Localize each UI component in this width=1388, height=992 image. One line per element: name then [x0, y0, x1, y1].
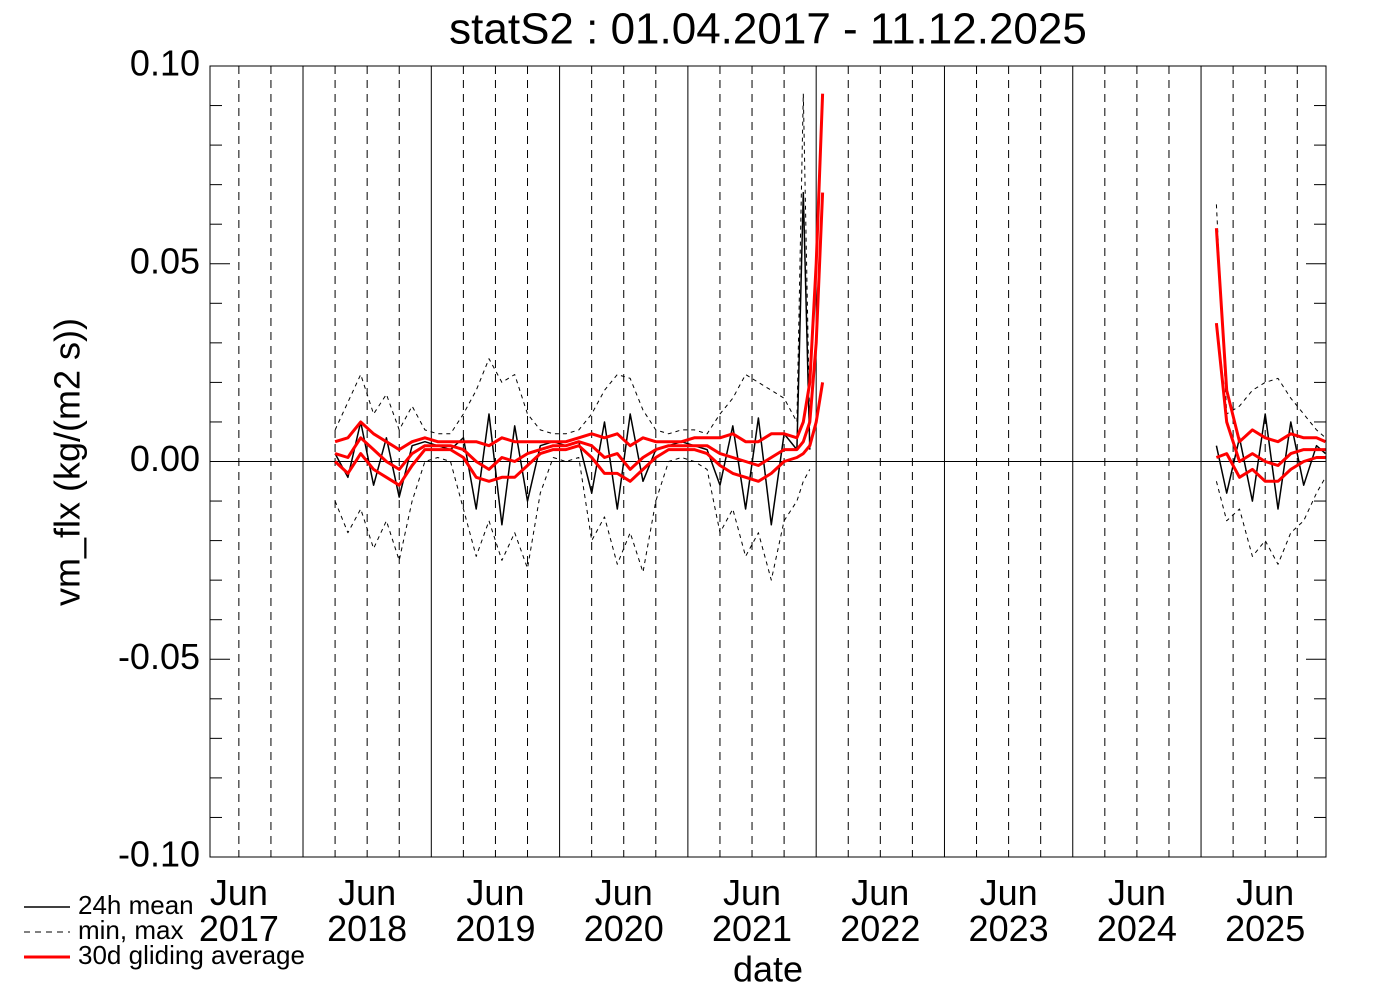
data-line — [334, 457, 1326, 581]
data-line — [334, 93, 1326, 452]
y-axis-label: vm_flx (kg/(m2 s)) — [47, 318, 88, 606]
chart-title: statS2 : 01.04.2017 - 11.12.2025 — [449, 5, 1087, 54]
x-tick-label: Jun 2024 — [1097, 872, 1177, 949]
x-tick-label: Jun 2020 — [584, 872, 664, 949]
x-tick-label: Jun 2022 — [840, 872, 920, 949]
plot-frame — [209, 65, 1327, 858]
x-tick-label: Jun 2025 — [1225, 872, 1305, 949]
data-line — [334, 191, 1326, 526]
y-tick-label: 0.10 — [130, 43, 200, 84]
y-tick-label: 0.05 — [130, 240, 200, 281]
data-line — [334, 192, 1326, 471]
y-tick-label: -0.05 — [118, 636, 200, 677]
legend-label: 24h mean — [78, 890, 194, 920]
legend-label: 30d gliding average — [78, 940, 305, 970]
x-tick-label: Jun 2017 — [199, 872, 279, 949]
data-line — [334, 93, 1326, 439]
legend-label: min, max — [78, 915, 183, 945]
x-tick-label: Jun 2019 — [455, 872, 535, 949]
data-line — [334, 382, 1326, 487]
x-axis-label: date — [733, 949, 803, 990]
y-tick-label: 0.00 — [130, 438, 200, 479]
y-tick-label: -0.10 — [118, 834, 200, 875]
x-tick-label: Jun 2023 — [969, 872, 1049, 949]
x-tick-label: Jun 2021 — [712, 872, 792, 949]
x-tick-label: Jun 2018 — [327, 872, 407, 949]
